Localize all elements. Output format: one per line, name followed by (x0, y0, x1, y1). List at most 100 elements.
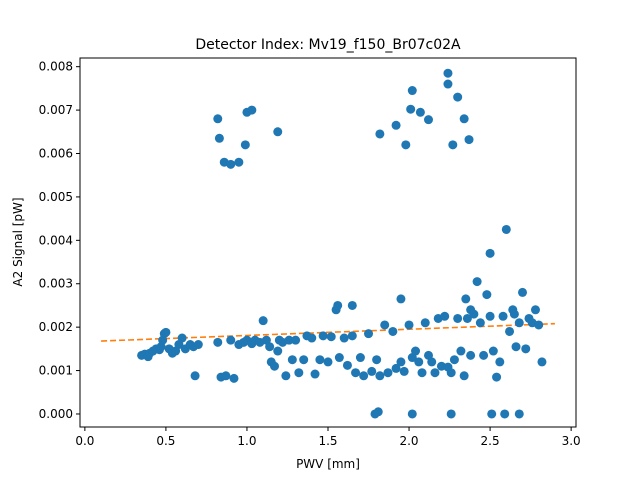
data-point (373, 407, 383, 417)
data-point (415, 107, 425, 117)
data-point (530, 305, 540, 315)
data-point (466, 305, 476, 315)
data-point (399, 366, 409, 376)
data-point (461, 294, 471, 304)
data-point (339, 333, 349, 343)
data-point (265, 342, 275, 352)
data-point (388, 326, 398, 336)
data-point (226, 335, 236, 345)
data-point (193, 340, 203, 350)
x-tick-label: 1.0 (237, 434, 256, 448)
data-point (359, 371, 369, 381)
data-point (443, 68, 453, 78)
data-point (482, 290, 492, 300)
data-point (234, 157, 244, 167)
data-point (485, 311, 495, 321)
data-point (355, 353, 365, 363)
data-point (401, 140, 411, 150)
data-point (475, 318, 485, 328)
x-tick-label: 2.0 (399, 434, 418, 448)
y-tick-label: 0.007 (39, 103, 73, 117)
data-point (226, 159, 236, 169)
data-point (427, 357, 437, 367)
data-point (443, 79, 453, 89)
data-point (479, 350, 489, 360)
data-point (347, 331, 357, 341)
data-point (440, 311, 450, 321)
data-point (453, 92, 463, 102)
data-point (310, 369, 320, 379)
data-point (466, 350, 476, 360)
data-point (396, 294, 406, 304)
data-point (372, 355, 382, 365)
x-tick-label: 0.0 (75, 434, 94, 448)
data-point (446, 409, 456, 419)
data-point (364, 329, 374, 339)
y-axis: 0.000 0.001 0.002 0.003 0.004 0.005 0.006 0.007… (39, 60, 80, 421)
data-point (505, 326, 515, 336)
y-axis-label: A2 Signal [pW] (11, 197, 25, 286)
data-point (492, 372, 502, 382)
data-point (391, 363, 401, 373)
data-point (407, 86, 417, 96)
data-point (284, 335, 294, 345)
data-point (420, 318, 430, 328)
data-point (487, 409, 497, 419)
data-point (334, 353, 344, 363)
data-point (380, 320, 390, 330)
data-points (137, 68, 547, 419)
data-point (273, 346, 283, 356)
data-point (488, 346, 498, 356)
y-tick-label: 0.005 (39, 190, 73, 204)
data-point (273, 127, 283, 137)
data-point (485, 248, 495, 258)
x-axis: 0.0 0.5 1.0 1.5 2.0 2.5 3.0 (75, 427, 581, 448)
data-point (367, 366, 377, 376)
data-point (430, 368, 440, 378)
data-point (396, 357, 406, 367)
data-point (299, 355, 309, 365)
chart-title: Detector Index: Mv19_f150_Br07c02A (195, 37, 461, 53)
data-point (518, 287, 528, 297)
data-point (456, 346, 466, 356)
data-point (315, 355, 325, 365)
data-point (177, 333, 187, 343)
data-point (258, 316, 268, 326)
data-point (342, 360, 352, 370)
data-point (318, 331, 328, 341)
x-axis-label: PWV [mm] (296, 457, 360, 471)
data-point (404, 320, 414, 330)
y-tick-label: 0.004 (39, 233, 73, 247)
data-point (221, 371, 231, 381)
data-point (423, 115, 433, 125)
data-point (247, 105, 257, 115)
data-point (406, 104, 416, 114)
data-point (534, 320, 544, 330)
data-point (511, 342, 521, 352)
data-point (521, 344, 531, 354)
data-point (514, 318, 524, 328)
data-point (229, 373, 239, 383)
data-point (537, 357, 547, 367)
y-tick-label: 0.003 (39, 277, 73, 291)
data-point (294, 368, 304, 378)
x-tick-label: 0.5 (156, 434, 175, 448)
data-point (411, 346, 421, 356)
data-point (326, 332, 336, 342)
data-point (161, 327, 171, 337)
data-point (333, 300, 343, 310)
y-tick-label: 0.006 (39, 147, 73, 161)
data-point (459, 114, 469, 124)
data-point (514, 409, 524, 419)
data-point (351, 368, 361, 378)
x-tick-label: 1.5 (318, 434, 337, 448)
data-point (449, 355, 459, 365)
data-point (375, 129, 385, 139)
data-point (281, 371, 291, 381)
data-point (323, 357, 333, 367)
data-point (459, 371, 469, 381)
data-point (270, 361, 280, 371)
data-point (347, 300, 357, 310)
data-point (498, 311, 508, 321)
